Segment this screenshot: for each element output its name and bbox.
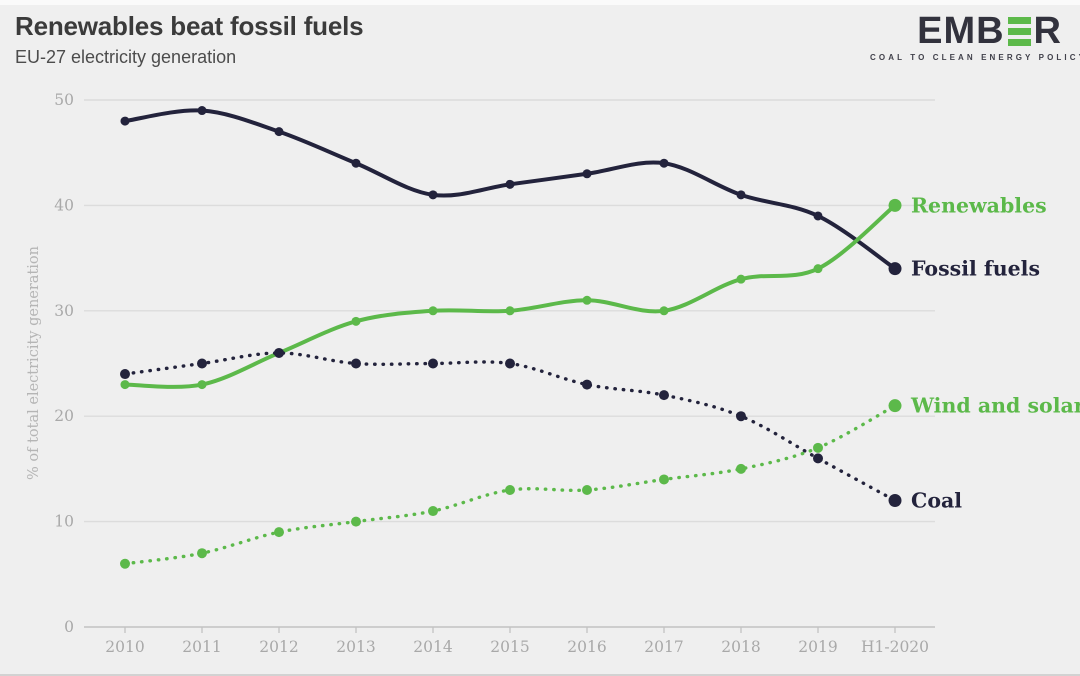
ember-logo-green-e-icon (1007, 16, 1031, 46)
data-point-fossil-fuels-2013 (351, 158, 361, 168)
x-tick-label: 2011 (182, 638, 221, 656)
data-point-fossil-fuels-2011 (197, 106, 207, 116)
x-tick-label: 2018 (721, 638, 760, 656)
series-line-wind-and-solar (123, 403, 897, 566)
data-point-renewables-2018 (736, 274, 746, 284)
chart-header: Renewables beat fossil fuels EU-27 elect… (15, 11, 364, 68)
data-point-renewables-H1-2020 (888, 198, 902, 212)
data-point-wind-and-solar-2013 (351, 516, 361, 527)
top-strip (0, 0, 1080, 5)
data-point-fossil-fuels-2019 (813, 211, 823, 221)
x-tick-label: 2014 (413, 638, 453, 656)
chart-title: Renewables beat fossil fuels (15, 11, 364, 41)
data-point-renewables-2019 (813, 264, 823, 274)
data-point-coal-2017 (659, 390, 669, 401)
ember-logo-letters-emb: EMB (917, 10, 1005, 52)
x-tick-label: 2017 (644, 638, 683, 656)
data-point-coal-2011 (197, 358, 207, 369)
ember-logo-wordmark: EMB R (870, 10, 1062, 52)
ember-logo: EMB R COAL TO CLEAN ENERGY POLICY (870, 10, 1080, 62)
data-point-renewables-2014 (428, 306, 438, 316)
ember-logo-tagline: COAL TO CLEAN ENERGY POLICY (870, 53, 1080, 62)
x-tick-label: 2010 (105, 638, 144, 656)
x-tick-label: H1-2020 (861, 638, 929, 656)
data-point-wind-and-solar-2016 (582, 484, 592, 495)
data-point-fossil-fuels-2018 (736, 190, 746, 200)
data-point-wind-and-solar-2014 (428, 506, 438, 517)
x-tick-label: 2013 (336, 638, 375, 656)
data-point-fossil-fuels-2015 (505, 179, 515, 189)
data-point-wind-and-solar-2017 (659, 474, 669, 485)
data-point-fossil-fuels-2010 (120, 116, 130, 126)
y-tick-label: 20 (54, 407, 74, 425)
series-label-coal: Coal (911, 489, 962, 513)
series-line-fossil-fuels (124, 108, 897, 271)
y-tick-label: 40 (54, 196, 74, 214)
data-point-coal-2010 (120, 369, 130, 380)
data-point-renewables-2010 (120, 380, 130, 390)
data-point-coal-2014 (428, 358, 438, 369)
data-point-renewables-2013 (351, 316, 361, 326)
data-point-coal-2013 (351, 358, 361, 369)
data-point-renewables-2016 (582, 295, 592, 305)
data-point-fossil-fuels-2012 (274, 127, 284, 137)
chart-subtitle: EU-27 electricity generation (15, 47, 237, 67)
x-tick-label: 2012 (259, 638, 298, 656)
y-axis-title: % of total electricity generation (26, 246, 42, 480)
data-point-fossil-fuels-2017 (659, 158, 669, 168)
data-point-coal-2015 (505, 358, 515, 369)
y-tick-label: 10 (54, 513, 74, 531)
ember-logo-letter-r: R (1033, 10, 1062, 52)
data-point-wind-and-solar-2011 (197, 548, 207, 559)
x-tick-label: 2015 (490, 638, 529, 656)
y-tick-label: 50 (54, 91, 74, 109)
data-point-wind-and-solar-2019 (813, 442, 823, 453)
data-point-fossil-fuels-2014 (428, 190, 438, 200)
data-point-wind-and-solar-2015 (505, 484, 515, 495)
series-label-wind-and-solar: Wind and solar (910, 394, 1080, 418)
x-tick-label: 2016 (567, 638, 606, 656)
x-tick-label: 2019 (798, 638, 837, 656)
data-point-coal-H1-2020 (888, 494, 902, 508)
series-line-coal (123, 351, 897, 503)
data-point-coal-2018 (736, 411, 746, 422)
data-point-renewables-2011 (197, 380, 207, 390)
data-point-renewables-2017 (659, 306, 669, 316)
series-label-fossil-fuels: Fossil fuels (911, 257, 1040, 281)
data-point-renewables-2015 (505, 306, 515, 316)
data-point-wind-and-solar-2018 (736, 463, 746, 474)
data-point-fossil-fuels-H1-2020 (888, 262, 902, 276)
series-label-renewables: Renewables (911, 193, 1047, 217)
data-point-coal-2019 (813, 453, 823, 464)
data-point-wind-and-solar-2010 (120, 558, 130, 569)
data-point-coal-2012 (274, 347, 284, 358)
data-point-wind-and-solar-2012 (274, 527, 284, 538)
y-tick-label: 0 (64, 618, 74, 636)
y-tick-label: 30 (54, 302, 74, 320)
data-point-coal-2016 (582, 379, 592, 390)
data-point-fossil-fuels-2016 (582, 169, 592, 179)
data-point-wind-and-solar-H1-2020 (888, 399, 902, 413)
